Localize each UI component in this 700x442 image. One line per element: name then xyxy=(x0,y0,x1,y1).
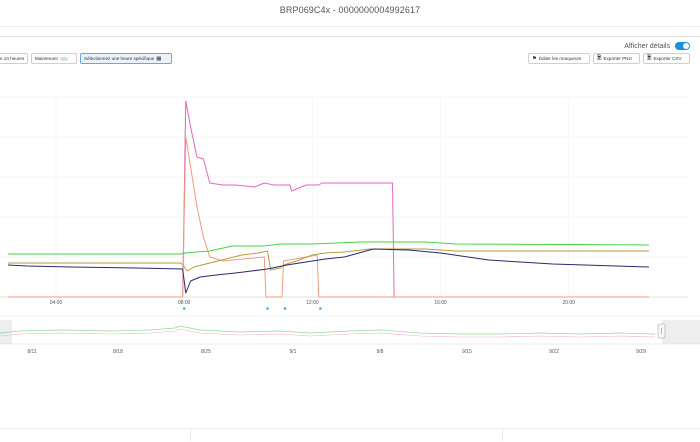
now-label: Maintenant xyxy=(35,56,58,61)
flag-icon: ⚑ xyxy=(532,55,537,62)
now-toggle-icon xyxy=(59,56,68,61)
window-header: BRP069C4x - 0000000004992617 xyxy=(0,0,700,27)
device-title: BRP069C4x - 0000000004992617 xyxy=(279,5,421,15)
footer-divider xyxy=(0,428,700,429)
toggle-switch-icon[interactable] xyxy=(675,42,690,50)
chart-panel xyxy=(0,36,700,442)
details-toggle-row[interactable]: Afficher détails xyxy=(624,40,690,52)
edit-markers-label: Éditer les marqueurs xyxy=(538,56,582,61)
details-label: Afficher détails xyxy=(624,42,670,50)
file-icon: 🗎 xyxy=(597,55,602,61)
footer-separator xyxy=(190,428,191,441)
export-csv-button[interactable]: 🗎 Exporter CSV xyxy=(643,53,690,64)
now-button[interactable]: Maintenant xyxy=(31,53,77,64)
last-24h-label: e 24 heures xyxy=(0,56,25,61)
file-icon: 🗎 xyxy=(647,55,652,61)
last-24h-button[interactable]: e 24 heures xyxy=(0,53,28,64)
footer-separator xyxy=(502,428,503,441)
export-png-label: Exporter PNG xyxy=(603,56,633,61)
select-specific-time-label: Sélectionnez une heure spécifique xyxy=(84,56,155,61)
select-specific-time-button[interactable]: Sélectionnez une heure spécifique ▦ xyxy=(80,53,172,64)
export-png-button[interactable]: 🗎 Exporter PNG xyxy=(593,53,640,64)
export-csv-label: Exporter CSV xyxy=(653,56,682,61)
edit-markers-button[interactable]: ⚑ Éditer les marqueurs xyxy=(528,53,590,64)
calendar-icon: ▦ xyxy=(156,55,162,62)
